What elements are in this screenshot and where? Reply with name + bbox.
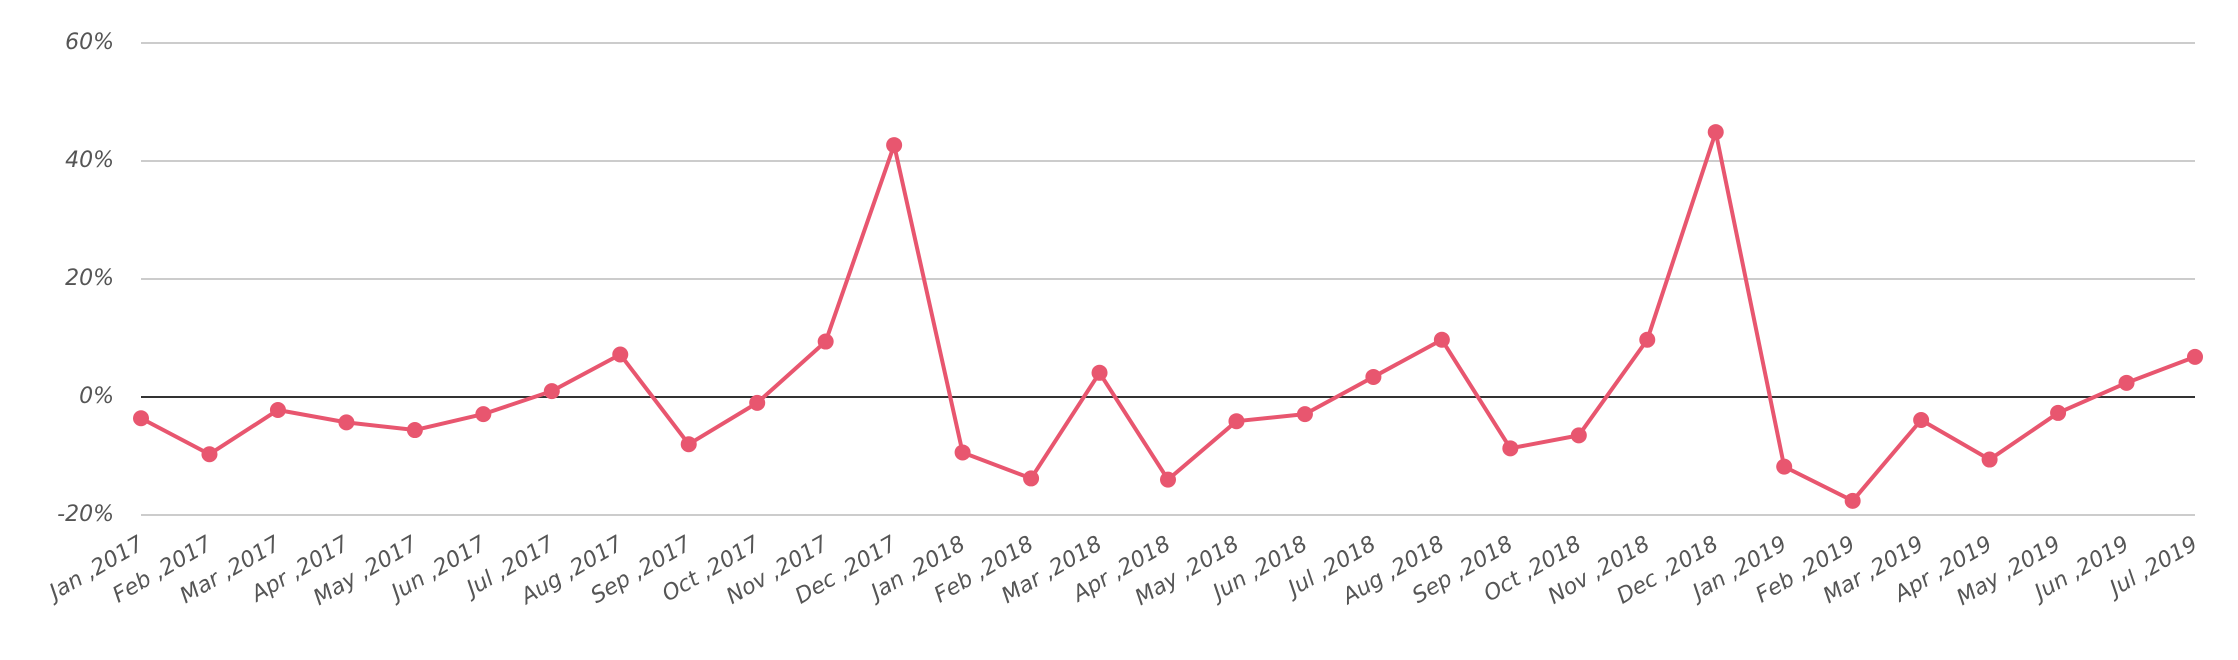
line — [140, 130, 2196, 503]
point — [475, 406, 492, 423]
point — [1160, 471, 1176, 488]
point — [817, 333, 834, 350]
point — [201, 446, 218, 463]
point — [954, 444, 971, 461]
y-tick-label: 20% — [65, 266, 114, 291]
y-tick-label: 0% — [79, 384, 114, 409]
point — [1570, 427, 1587, 444]
point — [1913, 412, 1930, 429]
point — [886, 137, 903, 154]
point — [1365, 368, 1382, 385]
point — [2187, 348, 2203, 365]
y-tick-label: 60% — [65, 30, 114, 55]
point — [612, 346, 629, 363]
point — [338, 414, 355, 431]
point — [1707, 124, 1724, 141]
point — [1433, 331, 1450, 348]
point — [543, 383, 560, 400]
point — [2050, 404, 2067, 421]
point — [2118, 374, 2135, 391]
y-tick-label: 40% — [65, 148, 114, 173]
point — [1502, 440, 1519, 457]
point — [1981, 451, 1998, 468]
point — [1296, 406, 1313, 423]
point — [680, 436, 697, 453]
point — [1091, 364, 1108, 381]
point — [1023, 470, 1040, 487]
point — [1639, 331, 1656, 348]
y-tick-label: -20% — [57, 502, 114, 527]
point — [1228, 413, 1245, 430]
point — [406, 422, 423, 439]
point — [1776, 458, 1793, 475]
point — [133, 410, 149, 427]
point — [269, 401, 286, 418]
point — [1844, 492, 1861, 509]
point — [749, 394, 766, 411]
